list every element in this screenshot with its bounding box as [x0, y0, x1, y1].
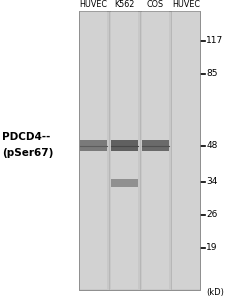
Text: HUVEC: HUVEC: [172, 0, 200, 9]
Bar: [80, 11, 107, 289]
Text: COS: COS: [147, 0, 164, 9]
Text: 48: 48: [206, 141, 218, 150]
Bar: [79, 11, 200, 290]
Text: 34: 34: [206, 177, 218, 186]
Bar: [142, 140, 169, 151]
Text: (pSer67): (pSer67): [2, 148, 54, 158]
Text: 85: 85: [206, 69, 218, 78]
Bar: [80, 140, 107, 151]
Text: PDCD4--: PDCD4--: [2, 131, 51, 142]
Text: 117: 117: [206, 36, 223, 45]
Text: 19: 19: [206, 243, 218, 252]
Bar: [79, 11, 200, 290]
Text: 26: 26: [206, 210, 218, 219]
Bar: [173, 11, 200, 289]
Text: HUVEC: HUVEC: [80, 0, 108, 9]
Text: (kD): (kD): [206, 288, 224, 297]
Bar: [111, 11, 138, 289]
Bar: [111, 140, 138, 151]
Bar: [111, 179, 138, 187]
Text: K562: K562: [114, 0, 135, 9]
Bar: [142, 11, 169, 289]
